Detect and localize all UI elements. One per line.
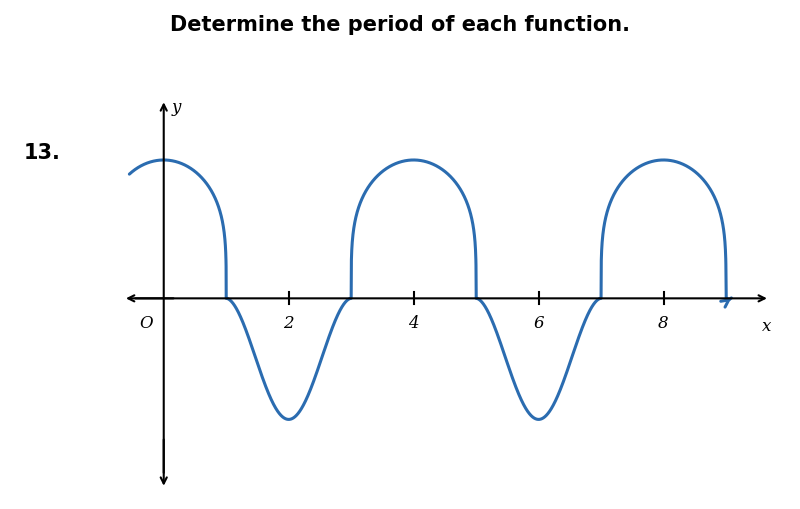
Text: y: y bbox=[172, 99, 182, 116]
Text: Determine the period of each function.: Determine the period of each function. bbox=[170, 15, 630, 35]
Text: 2: 2 bbox=[283, 314, 294, 331]
Text: 13.: 13. bbox=[24, 143, 61, 162]
Text: x: x bbox=[762, 318, 771, 335]
Text: 8: 8 bbox=[658, 314, 669, 331]
Text: O: O bbox=[139, 314, 153, 331]
Text: 6: 6 bbox=[534, 314, 544, 331]
Text: 4: 4 bbox=[408, 314, 419, 331]
